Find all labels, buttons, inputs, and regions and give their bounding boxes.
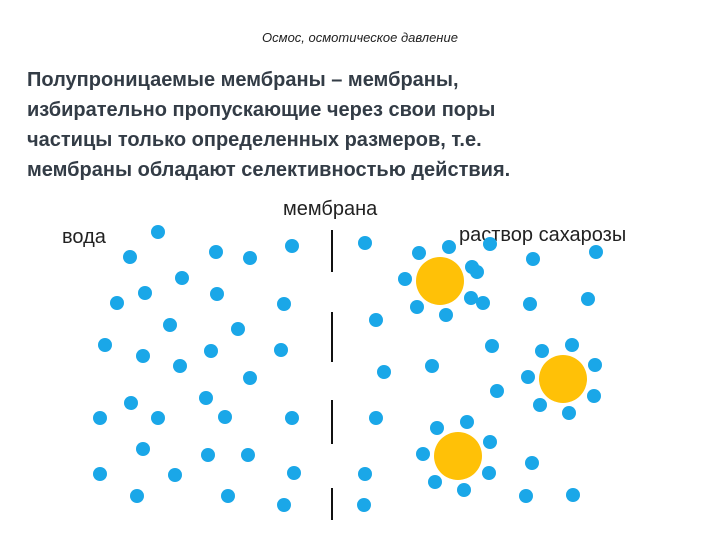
- water-molecule: [464, 291, 478, 305]
- water-molecule: [369, 313, 383, 327]
- water-molecule: [482, 466, 496, 480]
- water-molecule: [285, 411, 299, 425]
- water-molecule: [521, 370, 535, 384]
- water-molecule: [566, 488, 580, 502]
- membrane-label: мембрана: [283, 198, 378, 220]
- water-molecule: [525, 456, 539, 470]
- water-molecule: [138, 286, 152, 300]
- definition-line-2: избирательно пропускающие через свои пор…: [27, 99, 496, 121]
- sucrose-molecule: [416, 257, 464, 305]
- water-molecule: [430, 421, 444, 435]
- water-molecule: [173, 359, 187, 373]
- water-molecule: [410, 300, 424, 314]
- water-molecule: [369, 411, 383, 425]
- water-molecule: [231, 322, 245, 336]
- water-molecule: [98, 338, 112, 352]
- water-molecule: [285, 239, 299, 253]
- water-molecule: [136, 349, 150, 363]
- water-molecule: [425, 359, 439, 373]
- water-molecule: [519, 489, 533, 503]
- water-molecule: [93, 467, 107, 481]
- water-molecule: [218, 410, 232, 424]
- water-molecule: [210, 287, 224, 301]
- water-molecule: [428, 475, 442, 489]
- slide-header: Осмос, осмотическое давление: [262, 30, 458, 45]
- water-molecule: [533, 398, 547, 412]
- water-molecule: [201, 448, 215, 462]
- water-molecule: [277, 498, 291, 512]
- water-molecule: [377, 365, 391, 379]
- water-molecule: [209, 245, 223, 259]
- water-molecule: [287, 466, 301, 480]
- water-molecule: [589, 245, 603, 259]
- water-molecule: [151, 411, 165, 425]
- water-molecule: [130, 489, 144, 503]
- water-molecule: [221, 489, 235, 503]
- water-molecule: [175, 271, 189, 285]
- water-molecule: [243, 251, 257, 265]
- water-molecule: [398, 272, 412, 286]
- water-molecule: [358, 236, 372, 250]
- water-molecule: [358, 467, 372, 481]
- sucrose-molecule: [539, 355, 587, 403]
- water-molecule: [457, 483, 471, 497]
- definition-line-3: частицы только определенных размеров, т.…: [27, 129, 482, 151]
- water-molecule: [357, 498, 371, 512]
- water-molecule: [523, 297, 537, 311]
- water-molecule: [565, 338, 579, 352]
- sucrose-molecule: [434, 432, 482, 480]
- water-molecule: [199, 391, 213, 405]
- water-molecule: [124, 396, 138, 410]
- water-molecule: [204, 344, 218, 358]
- water-molecule: [526, 252, 540, 266]
- water-molecule: [151, 225, 165, 239]
- water-molecule: [274, 343, 288, 357]
- water-molecule: [483, 435, 497, 449]
- water-molecule: [93, 411, 107, 425]
- water-molecule: [476, 296, 490, 310]
- water-molecule: [483, 237, 497, 251]
- water-molecule: [416, 447, 430, 461]
- water-molecule: [485, 339, 499, 353]
- water-molecule: [587, 389, 601, 403]
- water-molecule: [123, 250, 137, 264]
- water-molecule: [277, 297, 291, 311]
- water-molecule: [588, 358, 602, 372]
- water-molecule: [460, 415, 474, 429]
- definition-line-4: мембраны обладают селективностью действи…: [27, 159, 511, 181]
- definition-line-1: Полупроницаемые мембраны – мембраны,: [27, 69, 459, 91]
- water-molecule: [110, 296, 124, 310]
- water-molecule: [136, 442, 150, 456]
- water-molecule: [535, 344, 549, 358]
- definition-text: Полупроницаемые мембраны – мембраны, изб…: [27, 65, 697, 185]
- water-molecule: [470, 265, 484, 279]
- sucrose-molecules: [416, 257, 587, 480]
- water-molecules: [93, 225, 603, 512]
- water-molecule: [243, 371, 257, 385]
- water-label: вода: [62, 226, 106, 248]
- water-molecule: [168, 468, 182, 482]
- water-molecule: [562, 406, 576, 420]
- water-molecule: [490, 384, 504, 398]
- water-molecule: [442, 240, 456, 254]
- sucrose-solution-label: раствор сахарозы: [459, 224, 627, 246]
- water-molecule: [581, 292, 595, 306]
- water-molecule: [163, 318, 177, 332]
- water-molecule: [439, 308, 453, 322]
- water-molecule: [412, 246, 426, 260]
- water-molecule: [241, 448, 255, 462]
